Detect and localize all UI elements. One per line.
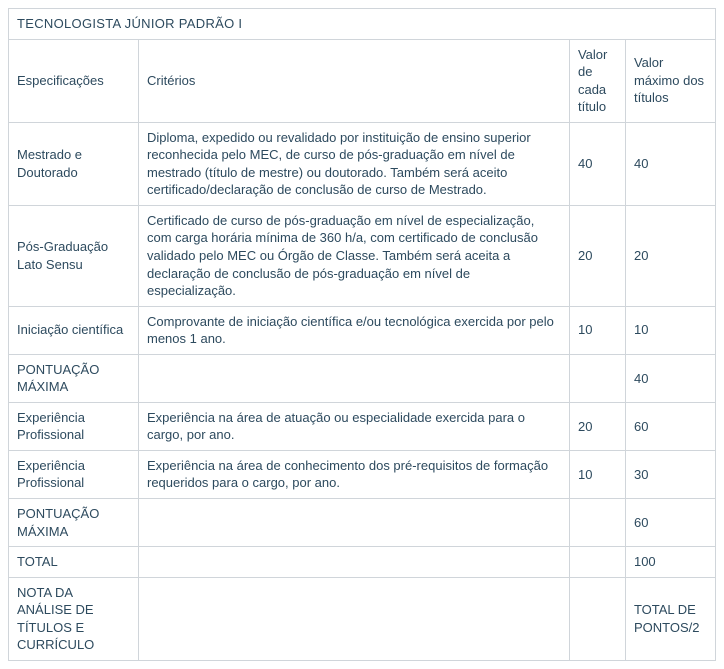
cell-crit: [139, 547, 570, 578]
header-spec: Especificações: [9, 39, 139, 122]
cell-spec: Iniciação científica: [9, 306, 139, 354]
cell-val-max: 10: [625, 306, 715, 354]
cell-spec: NOTA DA ANÁLISE DE TÍTULOS E CURRÍCULO: [9, 577, 139, 660]
cell-val-each: 10: [569, 306, 625, 354]
table-row: NOTA DA ANÁLISE DE TÍTULOS E CURRÍCULO T…: [9, 577, 716, 660]
table-row: Iniciação científica Comprovante de inic…: [9, 306, 716, 354]
cell-spec: TOTAL: [9, 547, 139, 578]
cell-crit: Certificado de curso de pós-graduação em…: [139, 205, 570, 306]
cell-crit: Diploma, expedido ou revalidado por inst…: [139, 122, 570, 205]
cell-val-max: 40: [625, 122, 715, 205]
table-row: PONTUAÇÃO MÁXIMA 60: [9, 499, 716, 547]
cell-val-each: [569, 354, 625, 402]
table-row: TOTAL 100: [9, 547, 716, 578]
table-row: Mestrado e Doutorado Diploma, expedido o…: [9, 122, 716, 205]
table-row: Experiência Profissional Experiência na …: [9, 402, 716, 450]
cell-crit: [139, 499, 570, 547]
cell-spec: PONTUAÇÃO MÁXIMA: [9, 354, 139, 402]
cell-val-each: 10: [569, 450, 625, 498]
table-title: TECNOLOGISTA JÚNIOR PADRÃO I: [9, 9, 716, 40]
cell-val-max: 30: [625, 450, 715, 498]
cell-spec: Experiência Profissional: [9, 450, 139, 498]
header-crit: Critérios: [139, 39, 570, 122]
table-row: Experiência Profissional Experiência na …: [9, 450, 716, 498]
cell-crit: Comprovante de iniciação científica e/ou…: [139, 306, 570, 354]
table-row: Pós-Graduação Lato Sensu Certificado de …: [9, 205, 716, 306]
header-val-each: Valor de cada título: [569, 39, 625, 122]
cell-val-max: 100: [625, 547, 715, 578]
cell-spec: PONTUAÇÃO MÁXIMA: [9, 499, 139, 547]
cell-val-each: [569, 499, 625, 547]
cell-val-each: [569, 547, 625, 578]
cell-crit: Experiência na área de atuação ou especi…: [139, 402, 570, 450]
cell-val-max: 60: [625, 402, 715, 450]
cell-val-max: 40: [625, 354, 715, 402]
cell-spec: Mestrado e Doutorado: [9, 122, 139, 205]
cell-val-max: 60: [625, 499, 715, 547]
cell-val-each: 20: [569, 402, 625, 450]
cell-spec: Experiência Profissional: [9, 402, 139, 450]
cell-val-max: 20: [625, 205, 715, 306]
table-row: PONTUAÇÃO MÁXIMA 40: [9, 354, 716, 402]
cell-val-each: [569, 577, 625, 660]
cell-spec: Pós-Graduação Lato Sensu: [9, 205, 139, 306]
cell-crit: Experiência na área de conhecimento dos …: [139, 450, 570, 498]
header-val-max: Valor máximo dos títulos: [625, 39, 715, 122]
header-row: Especificações Critérios Valor de cada t…: [9, 39, 716, 122]
title-row: TECNOLOGISTA JÚNIOR PADRÃO I: [9, 9, 716, 40]
cell-crit: [139, 354, 570, 402]
score-table: TECNOLOGISTA JÚNIOR PADRÃO I Especificaç…: [8, 8, 716, 661]
cell-val-max: TOTAL DE PONTOS/2: [625, 577, 715, 660]
cell-crit: [139, 577, 570, 660]
cell-val-each: 40: [569, 122, 625, 205]
cell-val-each: 20: [569, 205, 625, 306]
